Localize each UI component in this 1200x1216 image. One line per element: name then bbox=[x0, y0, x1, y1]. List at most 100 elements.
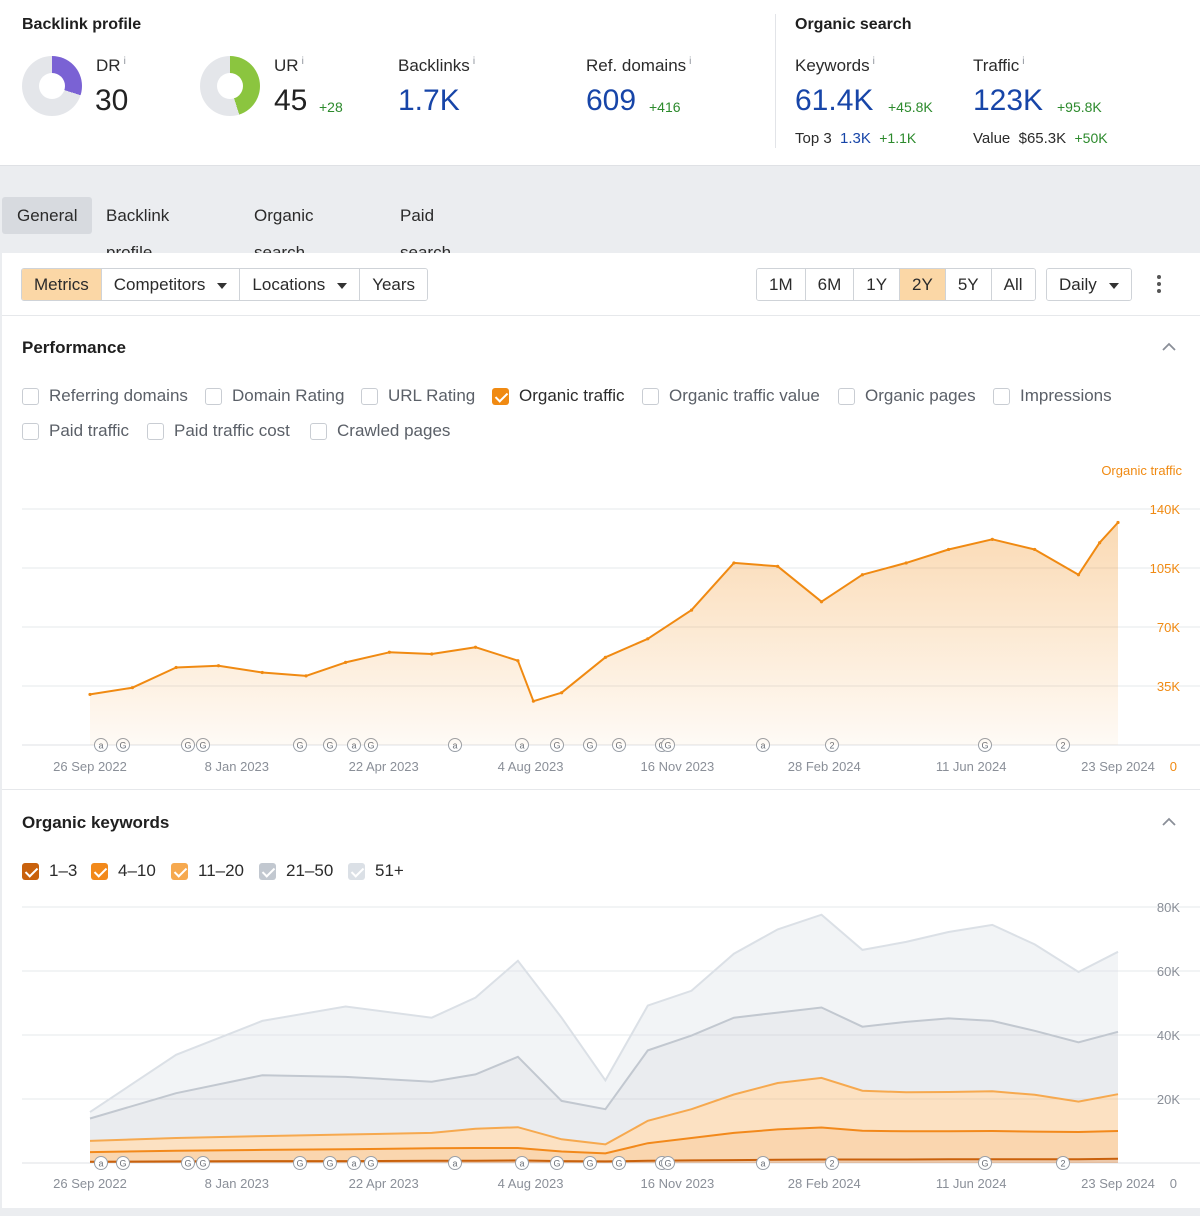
annotation-marker-icon[interactable]: a bbox=[756, 1156, 770, 1170]
keywords-area-51 bbox=[90, 914, 1118, 1119]
ur-label[interactable]: UR i bbox=[274, 56, 304, 75]
google-update-marker-icon[interactable]: G bbox=[583, 1156, 597, 1170]
marker-circle bbox=[583, 1156, 597, 1170]
traffic-label[interactable]: Traffic i bbox=[973, 56, 1025, 75]
info-icon[interactable]: i bbox=[1022, 56, 1025, 68]
x-tick-label: 23 Sep 2024 bbox=[1081, 759, 1155, 774]
checkbox-box[interactable] bbox=[147, 422, 164, 440]
annotation-marker-icon[interactable]: a bbox=[94, 1156, 108, 1170]
organic-traffic-area bbox=[90, 522, 1118, 745]
checkbox-box[interactable] bbox=[310, 422, 327, 440]
top3-value[interactable]: 1.3K bbox=[840, 130, 871, 147]
collapse-icon[interactable] bbox=[1162, 340, 1176, 354]
annotation-marker-icon[interactable]: a bbox=[347, 1156, 361, 1170]
grouped-marker-icon[interactable]: 2 bbox=[1056, 1156, 1070, 1170]
marker-glyph: G bbox=[296, 741, 303, 751]
organic-traffic-point bbox=[1116, 520, 1120, 525]
checkbox-box[interactable] bbox=[205, 387, 222, 405]
google-update-marker-icon[interactable]: G bbox=[364, 1156, 378, 1170]
tab-organic-search[interactable]: Organic search bbox=[254, 206, 314, 262]
keywords-value[interactable]: 61.4K bbox=[795, 84, 874, 117]
granularity-button[interactable]: Daily bbox=[1047, 269, 1131, 300]
checkbox-box[interactable] bbox=[22, 862, 39, 880]
tab-general[interactable]: General bbox=[2, 197, 93, 234]
range-button-1m[interactable]: 1M bbox=[757, 269, 805, 300]
checkbox-organic-traffic[interactable]: Organic traffic bbox=[492, 385, 625, 407]
checkbox-impressions[interactable]: Impressions bbox=[993, 385, 1112, 407]
google-update-marker-icon[interactable]: G bbox=[293, 1156, 307, 1170]
marker-glyph: G bbox=[296, 1159, 303, 1169]
years-button[interactable]: Years bbox=[359, 269, 428, 300]
granularity-dropdown[interactable]: Daily bbox=[1046, 268, 1132, 301]
checkbox-paid-traffic-cost[interactable]: Paid traffic cost bbox=[147, 420, 290, 442]
checkbox-box[interactable] bbox=[22, 422, 39, 440]
annotation-marker-icon[interactable]: a bbox=[515, 1156, 529, 1170]
range-button-1y[interactable]: 1Y bbox=[853, 269, 900, 300]
checkbox-referring-domains[interactable]: Referring domains bbox=[22, 385, 188, 407]
checkbox-box[interactable] bbox=[171, 862, 188, 880]
checkbox-paid-traffic[interactable]: Paid traffic bbox=[22, 420, 129, 442]
checkbox-box[interactable] bbox=[361, 387, 378, 405]
info-icon[interactable]: i bbox=[301, 56, 304, 68]
info-icon[interactable]: i bbox=[689, 56, 692, 68]
ref-domains-value[interactable]: 609 bbox=[586, 84, 637, 117]
locations-dropdown[interactable]: Locations bbox=[239, 269, 360, 300]
keywords-label[interactable]: Keywords i bbox=[795, 56, 875, 75]
range-button-all[interactable]: All bbox=[990, 269, 1035, 300]
info-icon[interactable]: i bbox=[872, 56, 875, 68]
ur-donut-chart bbox=[200, 56, 260, 116]
marker-glyph: G bbox=[664, 1159, 671, 1169]
checkbox-domain-rating[interactable]: Domain Rating bbox=[205, 385, 344, 407]
legend-item-51[interactable]: 51+ bbox=[348, 860, 404, 882]
keywords-line-21-50 bbox=[89, 1006, 1119, 1120]
checkbox-label: URL Rating bbox=[388, 386, 476, 405]
google-update-marker-icon[interactable]: G bbox=[116, 1156, 130, 1170]
checkbox-box[interactable] bbox=[642, 387, 659, 405]
grouped-marker-icon[interactable]: 2 bbox=[825, 1156, 839, 1170]
more-options-icon[interactable] bbox=[1154, 275, 1164, 295]
checkbox-box[interactable] bbox=[838, 387, 855, 405]
tab-paid-search[interactable]: Paid search bbox=[400, 206, 451, 262]
range-button-6m[interactable]: 6M bbox=[804, 269, 854, 300]
checkbox-box[interactable] bbox=[993, 387, 1010, 405]
checkbox-box[interactable] bbox=[259, 862, 276, 880]
google-update-marker-icon[interactable]: G bbox=[181, 1156, 195, 1170]
checkbox-organic-pages[interactable]: Organic pages bbox=[838, 385, 976, 407]
range-button-2y[interactable]: 2Y bbox=[899, 269, 945, 300]
organic-traffic-point bbox=[531, 699, 535, 703]
annotation-marker-icon[interactable]: a bbox=[448, 1156, 462, 1170]
backlinks-value[interactable]: 1.7K bbox=[398, 84, 460, 117]
tab-backlink-profile[interactable]: Backlink profile bbox=[106, 206, 170, 262]
google-update-marker-icon[interactable]: G bbox=[323, 1156, 337, 1170]
checkbox-box[interactable] bbox=[22, 387, 39, 405]
traffic-value[interactable]: 123K bbox=[973, 84, 1044, 117]
marker-glyph: 2 bbox=[829, 1159, 834, 1169]
checkbox-box[interactable] bbox=[348, 862, 365, 880]
google-update-marker-icon[interactable]: G bbox=[661, 1156, 675, 1170]
legend-item-4-10[interactable]: 4–10 bbox=[91, 860, 156, 882]
legend-item-21-50[interactable]: 21–50 bbox=[259, 860, 333, 882]
google-update-marker-icon[interactable]: G bbox=[550, 1156, 564, 1170]
backlinks-label[interactable]: Backlinks i bbox=[398, 56, 476, 75]
google-update-marker-icon[interactable]: G bbox=[978, 1156, 992, 1170]
checkbox-crawled-pages[interactable]: Crawled pages bbox=[310, 420, 450, 442]
checkbox-url-rating[interactable]: URL Rating bbox=[361, 385, 475, 407]
range-button-5y[interactable]: 5Y bbox=[944, 269, 991, 300]
google-update-marker-icon[interactable]: G bbox=[196, 1156, 210, 1170]
checkbox-organic-traffic-value[interactable]: Organic traffic value bbox=[642, 385, 820, 407]
info-icon[interactable]: i bbox=[472, 56, 476, 68]
collapse-icon[interactable] bbox=[1162, 815, 1176, 829]
organic-traffic-point bbox=[473, 645, 478, 649]
ref-domains-label[interactable]: Ref. domains i bbox=[586, 56, 692, 75]
info-icon[interactable]: i bbox=[123, 56, 126, 68]
marker-glyph: a bbox=[519, 1159, 524, 1169]
marker-glyph: G bbox=[981, 741, 988, 751]
legend-item-11-20[interactable]: 11–20 bbox=[171, 860, 244, 882]
checkbox-box[interactable] bbox=[492, 387, 509, 405]
competitors-dropdown[interactable]: Competitors bbox=[100, 269, 240, 300]
google-update-marker-icon[interactable]: G bbox=[612, 1156, 626, 1170]
checkbox-box[interactable] bbox=[91, 862, 108, 880]
dr-label[interactable]: DR i bbox=[96, 56, 126, 75]
metrics-button[interactable]: Metrics bbox=[22, 269, 101, 300]
legend-item-1-3[interactable]: 1–3 bbox=[22, 860, 77, 882]
